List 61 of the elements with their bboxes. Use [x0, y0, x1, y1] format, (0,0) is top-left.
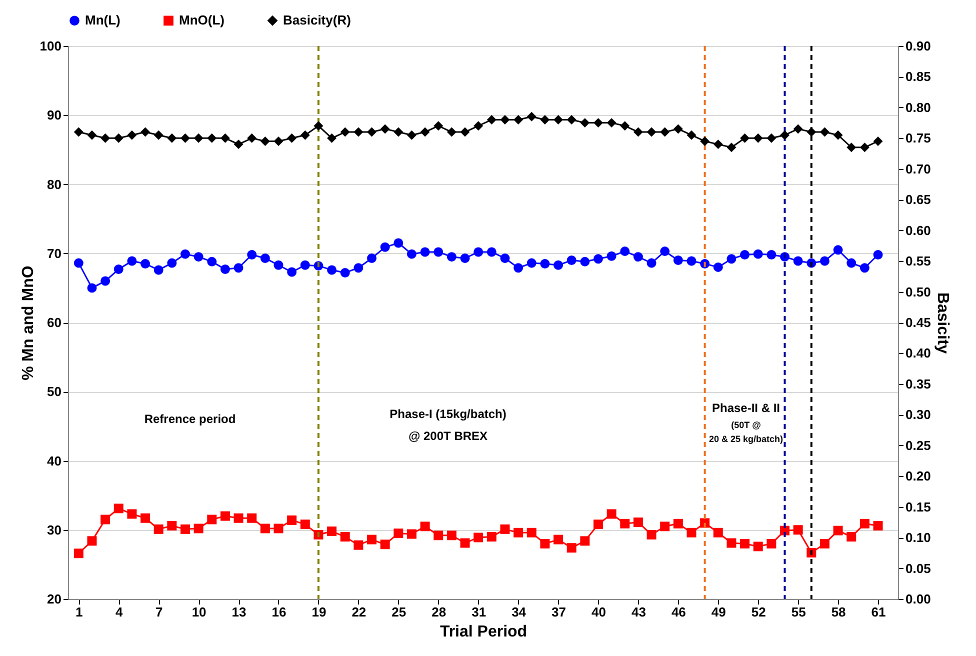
y-tick-label: 20 — [47, 592, 62, 606]
x-tick-label: 1 — [76, 604, 83, 620]
y2-tick-label: 0.50 — [906, 284, 931, 300]
y2-tick-label: 0.65 — [906, 192, 931, 208]
y-axis-title: % Mn and MnO — [20, 266, 37, 380]
y2-tick-label: 0.00 — [906, 592, 931, 606]
x-tick-label: 10 — [192, 604, 206, 620]
annotation: Refrence period — [144, 412, 236, 426]
annotation: @ 200T BREX — [408, 429, 488, 443]
annotation: Phase-II & II — [712, 401, 780, 415]
x-tick-label: 4 — [116, 604, 124, 620]
x-tick-label: 43 — [631, 604, 646, 620]
y-tick-label: 50 — [47, 384, 62, 400]
x-tick-label: 61 — [871, 604, 886, 620]
y2-tick-label: 0.60 — [906, 222, 931, 238]
x-tick-label: 37 — [552, 604, 566, 620]
y-tick-label: 60 — [47, 315, 62, 330]
y2-tick-label: 0.25 — [906, 438, 931, 453]
x-axis-title: Trial Period — [440, 624, 528, 640]
x-tick-label: 52 — [751, 604, 766, 620]
y2-tick-label: 0.05 — [906, 560, 931, 576]
x-tick-label: 58 — [831, 604, 846, 620]
y2-tick-label: 0.20 — [906, 468, 931, 484]
y-tick-label: 90 — [47, 108, 62, 123]
y2-tick-label: 0.90 — [906, 38, 931, 54]
x-tick-label: 22 — [352, 604, 366, 620]
x-tick-label: 13 — [232, 604, 246, 620]
x-tick-label: 55 — [791, 604, 806, 620]
y2-tick-label: 0.35 — [906, 376, 931, 392]
y2-tick-label: 0.55 — [906, 254, 931, 269]
annotation: 20 & 25 kg/batch) — [708, 434, 784, 444]
y2-tick-label: 0.40 — [906, 346, 931, 361]
legend-label: Mn(L) — [85, 12, 120, 28]
y2-axis-title: Basicity — [934, 292, 951, 354]
annotation: Phase-I (15kg/batch) — [390, 407, 506, 421]
x-tick-label: 40 — [592, 604, 606, 620]
x-tick-label: 46 — [671, 604, 686, 620]
y-tick-label: 70 — [47, 246, 62, 261]
y2-tick-label: 0.70 — [906, 161, 931, 176]
annotation: (50T @ — [731, 420, 762, 430]
legend-label: MnO(L) — [179, 12, 224, 28]
x-tick-label: 31 — [472, 604, 486, 620]
y-tick-label: 100 — [40, 38, 62, 54]
x-tick-label: 16 — [272, 604, 286, 620]
x-tick-label: 19 — [312, 604, 326, 620]
legend-label: Basicity(R) — [283, 12, 351, 28]
y-tick-label: 30 — [47, 522, 62, 538]
y-tick-label: 40 — [47, 453, 62, 468]
y2-tick-label: 0.85 — [906, 69, 931, 84]
x-tick-label: 25 — [392, 604, 406, 620]
y2-tick-label: 0.80 — [906, 100, 931, 115]
y2-tick-label: 0.30 — [906, 407, 931, 422]
y2-tick-label: 0.75 — [906, 130, 931, 146]
y-tick-label: 80 — [47, 176, 62, 192]
x-tick-label: 34 — [512, 604, 527, 620]
y2-tick-label: 0.15 — [906, 499, 931, 514]
x-tick-label: 49 — [711, 604, 726, 620]
y2-tick-label: 0.45 — [906, 315, 931, 330]
x-tick-label: 7 — [155, 604, 163, 620]
y2-tick-label: 0.10 — [906, 530, 931, 546]
x-tick-label: 28 — [432, 604, 446, 620]
